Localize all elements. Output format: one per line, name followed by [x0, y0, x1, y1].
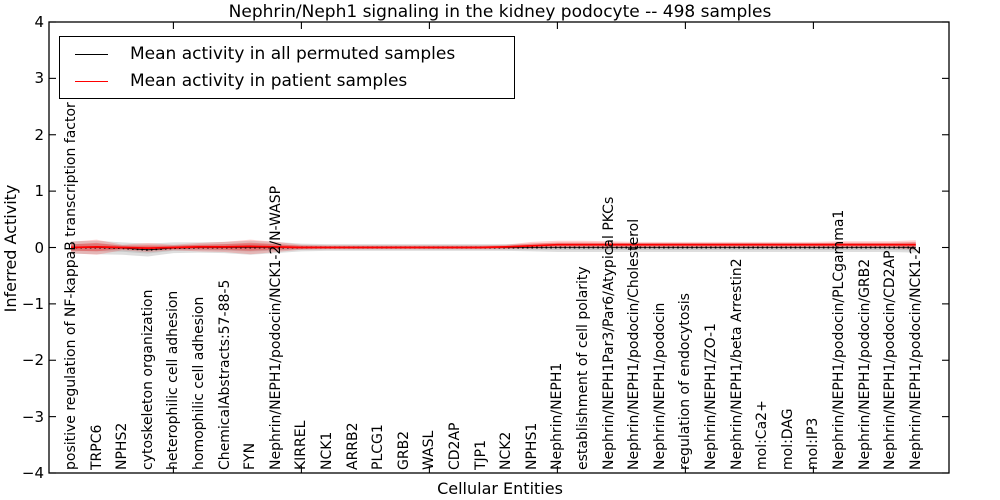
x-category-label: ChemicalAbstracts:57-88-5: [216, 279, 233, 470]
legend-label-patient: Mean activity in patient samples: [130, 71, 408, 91]
x-category-label: NCK1: [319, 431, 335, 470]
x-category-label: establishment of cell polarity: [575, 266, 591, 470]
x-category-label: NPHS2: [114, 422, 131, 470]
chart-title: Nephrin/Neph1 signaling in the kidney po…: [228, 2, 772, 22]
x-category-label: Nephrin/NEPH1/ZO-1: [703, 323, 719, 470]
legend-line-patient-icon: [75, 80, 108, 82]
y-tick-label: −4: [21, 464, 44, 482]
x-category-label: Nephrin/NEPH1/beta Arrestin2: [728, 258, 745, 470]
x-category-label: Nephrin/NEPH1/podocin/NCK1-2/N-WASP: [267, 185, 284, 470]
y-tick-label: −2: [21, 351, 44, 370]
x-category-label: positive regulation of NF-kappaB transcr…: [63, 89, 79, 470]
x-category-label: NCK2: [498, 431, 515, 470]
y-tick-label: 4: [34, 13, 44, 31]
x-category-label: WASL: [421, 430, 438, 470]
x-category-label: KIRREL: [293, 420, 310, 470]
legend-item-patient: Mean activity in patient samples: [60, 71, 514, 91]
x-category-label: mol:DAG: [779, 408, 796, 470]
x-category-label: heterophilic cell adhesion: [165, 290, 182, 470]
x-category-label: ARRB2: [344, 422, 361, 470]
x-category-label: Nephrin/NEPH1/podocin/PLCgamma1: [831, 209, 847, 470]
x-category-label: TJP1: [472, 439, 489, 470]
x-category-label: Nephrin/NEPH1: [549, 362, 566, 470]
y-tick-label: 0: [34, 238, 44, 257]
x-axis-label: Cellular Entities: [437, 479, 563, 498]
x-category-label: NPHS1: [523, 422, 540, 470]
y-tick-label: −3: [21, 407, 44, 426]
legend-label-permuted: Mean activity in all permuted samples: [130, 44, 456, 64]
x-category-label: TRPC6: [88, 424, 105, 470]
x-category-label: Nephrin/NEPH1/podocin/CD2AP: [882, 250, 899, 470]
y-tick-label: 1: [34, 182, 44, 201]
x-category-label: Nephrin/NEPH1Par3/Par6/Atypical PKCs: [600, 196, 617, 470]
y-tick-label: 3: [34, 69, 44, 88]
x-category-label: CD2AP: [447, 422, 463, 470]
y-tick-label: 2: [34, 125, 44, 144]
x-category-label: regulation of endocytosis: [677, 293, 694, 470]
legend: Mean activity in all permuted samples Me…: [59, 36, 515, 99]
x-category-label: homophilic cell adhesion: [191, 296, 207, 470]
x-category-label: GRB2: [395, 430, 412, 470]
x-category-label: mol:Ca2+: [754, 400, 771, 470]
x-category-label: Nephrin/NEPH1/podocin/Cholesterol: [626, 218, 643, 470]
x-category-label: Nephrin/NEPH1/podocin: [651, 302, 668, 470]
y-tick-label: −1: [21, 294, 44, 313]
legend-line-permuted-icon: [75, 53, 108, 55]
x-category-label: Nephrin/NEPH1/podocin/NCK1-2: [907, 245, 924, 470]
legend-item-permuted: Mean activity in all permuted samples: [60, 44, 514, 64]
x-category-label: mol:IP3: [805, 417, 822, 470]
x-category-label: cytoskeleton organization: [139, 289, 156, 470]
x-category-label: FYN: [242, 442, 259, 470]
x-category-label: PLCG1: [370, 424, 387, 470]
x-category-label: Nephrin/NEPH1/podocin/GRB2: [856, 258, 873, 470]
